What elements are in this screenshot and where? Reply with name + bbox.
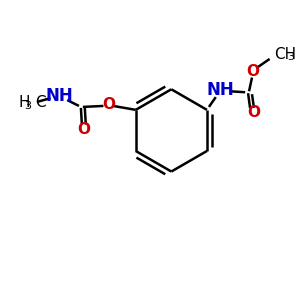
- Text: O: O: [248, 105, 260, 120]
- Text: H: H: [19, 94, 30, 110]
- Text: NH: NH: [207, 81, 235, 99]
- Text: 3: 3: [24, 101, 31, 111]
- Text: CH: CH: [274, 46, 297, 62]
- Text: C: C: [35, 94, 46, 110]
- Text: NH: NH: [46, 87, 73, 105]
- Text: O: O: [77, 122, 90, 137]
- Text: 3: 3: [287, 52, 294, 62]
- Text: O: O: [102, 98, 115, 112]
- Text: O: O: [247, 64, 260, 79]
